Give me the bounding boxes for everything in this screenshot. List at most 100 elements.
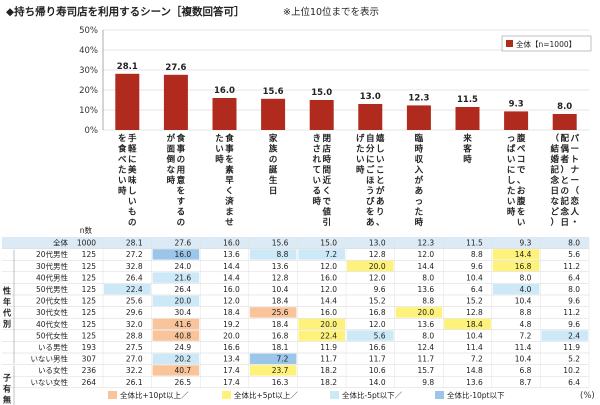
table-cell: 16.6: [223, 343, 240, 352]
category-label-char: 間: [322, 166, 331, 176]
table-cell: 25.6: [272, 308, 289, 317]
table-cell: 14.0: [369, 378, 386, 387]
category-label-char: ー: [570, 145, 579, 155]
bar-value-label: 12.3: [408, 93, 429, 103]
table-cell: 11.2: [563, 308, 580, 317]
category-label-char: 時: [118, 186, 127, 197]
row-n: 125: [82, 285, 97, 294]
highlight-cell: [444, 318, 491, 330]
highlight-cell: [104, 284, 151, 295]
category-label-char: 事: [177, 144, 186, 155]
table-cell: 8.0: [422, 273, 434, 282]
table-cell: 28.1: [126, 239, 143, 248]
table-cell: 8.7: [519, 378, 531, 387]
row-label: 40代女性: [36, 319, 69, 329]
table-cell: 22.4: [126, 285, 143, 294]
category-label-char: を: [225, 155, 234, 165]
bar-value-label: 28.1: [117, 62, 138, 72]
category-label-char: す: [177, 197, 186, 207]
highlight-cell: [152, 353, 200, 364]
legend-label: 全体【n=1000】: [516, 39, 576, 49]
category-label-char: 意: [177, 175, 186, 186]
chart-note: ※上位10位までを表示: [283, 6, 379, 18]
category-label-char: 収: [415, 154, 424, 165]
category-label-char: い: [507, 155, 516, 165]
group-label-char: 代: [2, 308, 11, 318]
highlight-cell: [152, 295, 200, 306]
row-n: 1000: [77, 239, 96, 248]
category-label-char: た: [356, 144, 365, 155]
table-cell: 19.2: [223, 320, 240, 329]
footer-legend-swatch: [222, 391, 231, 399]
category-label-char: 済: [225, 196, 234, 207]
bar: [163, 74, 188, 130]
table-cell: 13.6: [272, 262, 289, 271]
table-cell: 26.4: [126, 273, 143, 282]
category-label-char: 面: [167, 145, 176, 155]
table-cell: 7.2: [519, 331, 531, 340]
table-cell: 16.0: [320, 308, 337, 317]
highlight-cell: [298, 318, 345, 330]
table-cell: 8.8: [422, 297, 434, 306]
category-label-char: 家: [269, 133, 278, 144]
category-label-char: 食: [118, 144, 127, 155]
table-cell: 10.4: [515, 297, 532, 306]
y-tick-label: 30%: [79, 66, 98, 76]
category-label-char: 誕: [269, 165, 278, 176]
table-cell: 20.0: [223, 331, 240, 340]
row-label: いる男性: [38, 342, 68, 352]
table-cell: 14.4: [417, 262, 434, 271]
table-cell: 7.2: [471, 355, 483, 364]
category-label-char: う: [366, 187, 375, 197]
table-cell: 11.7: [417, 355, 434, 364]
category-label-char: あ: [376, 197, 385, 207]
category-label-char: 引: [322, 217, 331, 228]
category-label-char: 腹: [516, 196, 526, 207]
bar-value-label: 15.0: [311, 88, 332, 98]
table-cell: 24.0: [174, 262, 191, 271]
table-cell: 21.6: [174, 273, 191, 282]
table-cell: 12.0: [223, 297, 240, 306]
category-label-char: 時: [312, 196, 321, 207]
row-n: 236: [82, 366, 97, 375]
category-label-char: 時: [167, 175, 176, 186]
bar: [455, 107, 480, 130]
category-label-char: い: [356, 155, 365, 165]
legend-swatch: [506, 40, 513, 47]
table-cell: 28.8: [126, 331, 143, 340]
total-row-bg: [2, 237, 589, 249]
table-cell: 12.0: [320, 262, 337, 271]
bar-value-label: 11.5: [457, 95, 478, 105]
category-label-char: っ: [507, 134, 516, 144]
category-label-char: 念: [549, 175, 559, 186]
category-label-char: た: [215, 133, 224, 144]
table-cell: 5.6: [568, 250, 580, 259]
table-cell: 16.8: [272, 331, 289, 340]
category-label-char: 恋: [570, 196, 579, 207]
category-label-char: 食: [177, 133, 186, 144]
table-cell: 27.0: [126, 355, 143, 364]
row-label: 50代男性: [36, 284, 69, 294]
table-cell: 20.0: [417, 308, 434, 317]
table-cell: 12.0: [369, 320, 386, 329]
category-label-char: 嬉: [375, 133, 385, 144]
bar-value-label: 16.0: [214, 86, 235, 96]
category-label-char: あ: [366, 218, 375, 228]
category-label-char: 軽: [128, 144, 137, 155]
bar-value-label: 15.6: [263, 87, 284, 97]
category-label-char: い: [128, 197, 137, 207]
group-label-char: 無: [3, 394, 11, 404]
category-label-char: を: [366, 208, 375, 218]
table-cell: 4.0: [519, 285, 531, 294]
category-label-char: い: [215, 145, 224, 155]
highlight-cell: [492, 249, 540, 260]
row-n: 125: [82, 297, 97, 306]
table-cell: 14.4: [223, 273, 240, 282]
table-cell: 17.4: [223, 378, 240, 387]
category-label-char: り: [376, 208, 385, 218]
category-label-char: の: [177, 155, 186, 165]
category-label-char: 腹: [516, 133, 526, 144]
highlight-cell: [541, 330, 588, 341]
row-label: 40代男性: [36, 272, 69, 282]
